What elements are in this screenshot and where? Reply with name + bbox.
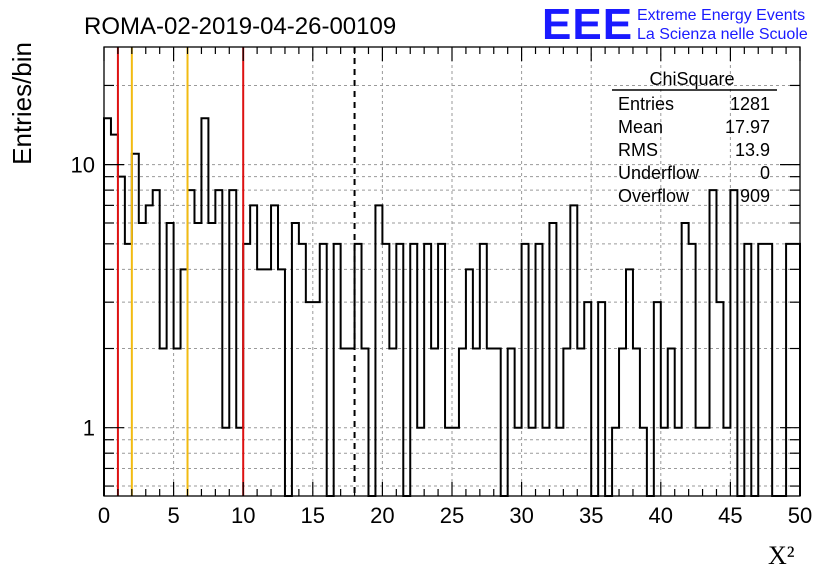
stats-box-rows: Entries 1281 Mean 17.97 RMS 13.9 Underflow 0 Ove… [618,94,770,206]
marker-lines [116,47,356,496]
stats-value-underflow: 0 [760,163,770,183]
x-tick-label: 20 [370,503,394,528]
x-tick-label: 30 [509,503,533,528]
x-tick-label: 45 [718,503,742,528]
stats-value-mean: 17.97 [725,117,770,137]
y-axis-label: Entries/bin [7,42,37,165]
eee-logo-line2: La Scienza nelle Scuole [637,26,808,43]
axis-ticks [103,47,801,496]
eee-logo: EEE Extreme Energy Events La Scienza nel… [542,0,808,49]
x-tick-label: 0 [98,503,110,528]
x-tick-label: 50 [788,503,812,528]
eee-logo-line1: Extreme Energy Events [637,7,805,24]
x-tick-label: 40 [649,503,673,528]
y-tick-label: 1 [83,416,95,441]
stats-value-entries: 1281 [730,94,770,114]
stats-label-overflow: Overflow [618,186,690,206]
stats-value-overflow: 909 [740,186,770,206]
histogram-bins [103,117,801,497]
stats-box-title: ChiSquare [649,69,734,89]
stats-label-underflow: Underflow [618,163,700,183]
x-tick-label: 25 [440,503,464,528]
y-tick-label: 10 [71,153,95,178]
stats-label-mean: Mean [618,117,663,137]
stats-value-rms: 13.9 [735,140,770,160]
x-axis-label: X² [768,541,795,570]
x-tick-label: 10 [231,503,255,528]
stats-label-rms: RMS [618,140,658,160]
x-tick-label: 35 [579,503,603,528]
stats-label-entries: Entries [618,94,674,114]
stats-box: ChiSquare Entries 1281 Mean 17.97 RMS 13.9 Und… [612,69,777,206]
eee-logo-mark: EEE [542,0,633,49]
x-tick-label: 5 [167,503,179,528]
tick-labels: 0 5 10 15 20 25 30 35 40 45 50 1 10 [71,153,813,528]
x-tick-label: 15 [301,503,325,528]
chart-title: ROMA-02-2019-04-26-00109 [84,13,396,40]
